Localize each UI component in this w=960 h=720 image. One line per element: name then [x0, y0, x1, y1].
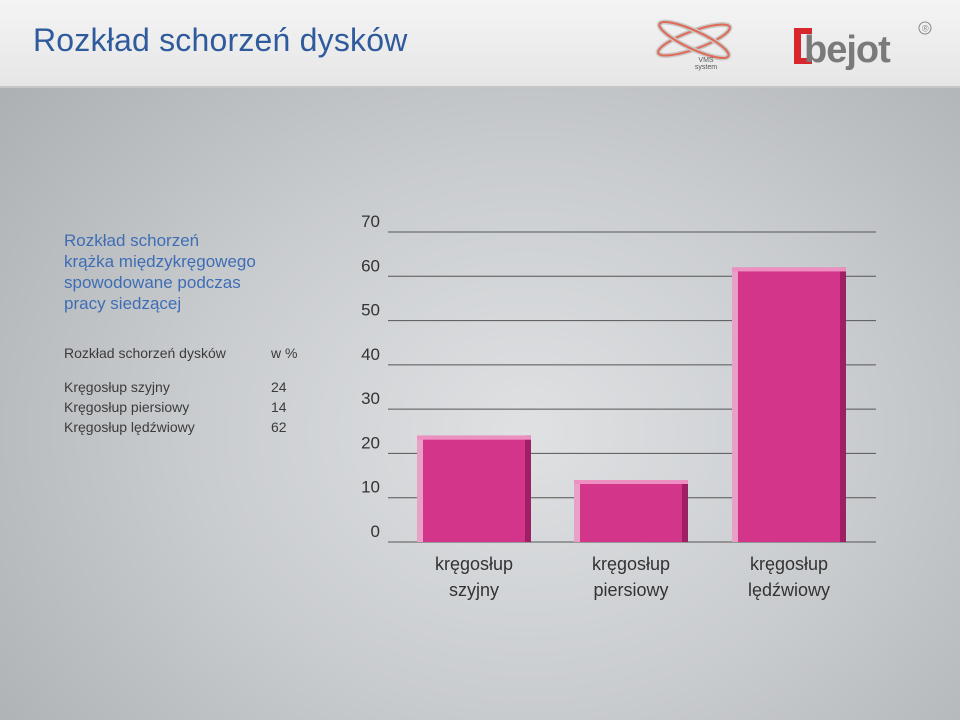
header-bar: Rozkład schorzeń dysków VMS system bejot…	[0, 0, 960, 88]
y-tick-label: 70	[361, 212, 380, 231]
x-tick-label: kręgosłup	[435, 554, 513, 574]
bejot-logo: bejot ®	[794, 21, 932, 70]
bar-highlight	[417, 435, 423, 542]
bar-top-edge	[417, 435, 531, 440]
registered-mark: ®	[922, 24, 929, 34]
table-cell-name: Kręgosłup lędźwiowy	[64, 419, 195, 435]
bar	[732, 267, 846, 542]
y-tick-label: 30	[361, 389, 380, 408]
chart-description: Rozkład schorzeń krążka międzykręgowego …	[64, 231, 256, 313]
y-tick-label: 20	[361, 433, 380, 452]
table-row: Kręgosłup piersiowy 14	[64, 397, 311, 417]
x-tick-label: szyjny	[449, 580, 499, 600]
x-tick-label: kręgosłup	[750, 554, 828, 574]
y-tick-label: 50	[361, 301, 380, 320]
bar-highlight	[732, 267, 738, 542]
y-tick-label: 0	[371, 522, 380, 541]
data-table: Rozkład schorzeń dysków w % Kręgosłup sz…	[64, 343, 311, 437]
table-header-unit: w %	[271, 345, 298, 361]
bar-shadow	[525, 435, 531, 542]
bar-top-edge	[574, 480, 688, 484]
y-tick-label: 40	[361, 345, 380, 364]
page-title: Rozkład schorzeń dysków	[33, 22, 408, 58]
table-header-label: Rozkład schorzeń dysków	[64, 345, 226, 361]
table-cell-name: Kręgosłup szyjny	[64, 379, 170, 395]
bar-chart: 0 10 20 30 40 50 60 70 kręgosłup szyjny kręgosłup p…	[361, 212, 876, 600]
bar-body	[574, 480, 688, 542]
table-header-row: Rozkład schorzeń dysków w %	[64, 343, 311, 363]
bar	[574, 480, 688, 542]
bar-shadow	[682, 480, 688, 542]
y-tick-label: 60	[361, 256, 380, 275]
table-row: Kręgosłup szyjny 24	[64, 377, 311, 397]
bar-highlight	[574, 480, 580, 542]
table-cell-name: Kręgosłup piersiowy	[64, 399, 190, 415]
table-cell-value: 62	[271, 419, 287, 435]
bar-body	[732, 267, 846, 542]
bar-shadow	[840, 267, 846, 542]
y-tick-label: 10	[361, 478, 380, 497]
vms-system-logo	[655, 19, 733, 61]
table-cell-value: 24	[271, 379, 287, 395]
x-tick-label: lędźwiowy	[748, 580, 830, 600]
vms-logo-caption: VMS system	[694, 57, 718, 71]
table-row: Kręgosłup lędźwiowy 62	[64, 417, 311, 437]
bar-body	[417, 435, 531, 542]
x-tick-label: kręgosłup	[592, 554, 670, 574]
bar-top-edge	[732, 267, 846, 272]
bar	[417, 435, 531, 542]
bejot-wordmark: bejot	[804, 29, 891, 70]
x-tick-label: piersiowy	[593, 580, 668, 600]
table-cell-value: 14	[271, 399, 287, 415]
